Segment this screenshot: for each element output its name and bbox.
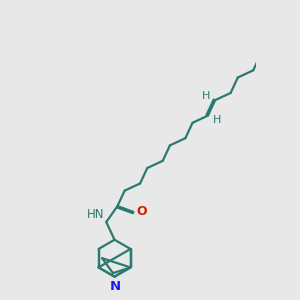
- Text: N: N: [110, 280, 121, 293]
- Text: O: O: [136, 205, 147, 218]
- Text: H: H: [202, 91, 210, 101]
- Text: HN: HN: [87, 208, 105, 221]
- Text: H: H: [213, 115, 221, 125]
